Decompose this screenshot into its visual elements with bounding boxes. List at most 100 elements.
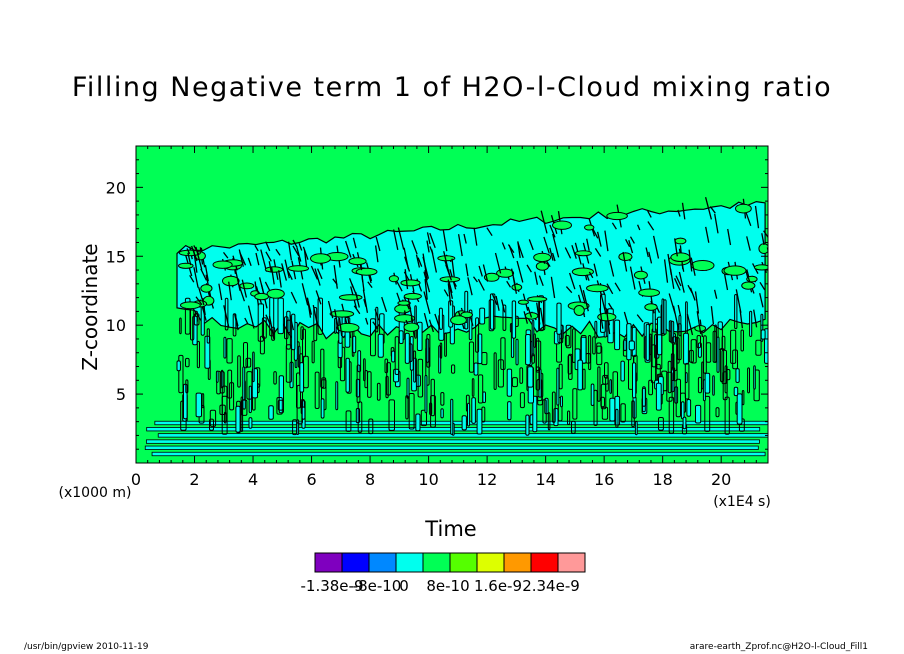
contour-line [429, 232, 436, 249]
contour-cell [515, 338, 519, 366]
contour-line [705, 226, 710, 243]
contour-cell [286, 310, 291, 334]
contour-line [338, 318, 343, 337]
contour-cell [620, 403, 626, 423]
contour-cell [408, 393, 415, 430]
legend-swatch [476, 552, 505, 573]
contour-blob [483, 272, 500, 282]
contour-blob [735, 203, 752, 214]
contour-cell [593, 389, 598, 427]
contour-cell [732, 349, 739, 370]
color-legend: -1.38e-9-8e-100 8e-10 1.6e-9 2.34e-9 [301, 552, 586, 595]
x-tick-label: 2 [189, 470, 199, 489]
contour-cell [345, 410, 352, 432]
contour-line [403, 247, 410, 270]
contour-line [696, 311, 702, 334]
contour-line [218, 283, 223, 301]
contour-cell [394, 336, 400, 376]
contour-line [332, 278, 338, 285]
contour-blob [535, 261, 550, 271]
contour-cell [716, 336, 720, 373]
contour-cell [604, 362, 609, 379]
contour-blob [511, 283, 523, 291]
x-tick-label: 14 [535, 470, 555, 489]
contour-cell [705, 342, 712, 363]
contour-cell [712, 375, 715, 396]
contour-line [761, 233, 765, 246]
x-tick-label: 6 [306, 470, 316, 489]
contour-cell [245, 357, 252, 368]
contour-line [604, 230, 609, 252]
contour-line [704, 197, 713, 220]
contour-line [593, 263, 598, 277]
contour-line [241, 279, 248, 298]
low-cloud-layer [157, 433, 768, 438]
contour-blob [552, 220, 572, 230]
contour-blob [460, 311, 474, 319]
contour-blob [670, 252, 691, 263]
contour-blob [574, 250, 592, 257]
contour-blob [180, 301, 201, 310]
contour-line [614, 282, 621, 292]
contour-cell [321, 377, 327, 389]
footer-source: arare-earth_Zprof.nc@H2O-l-Cloud_Fill1 [689, 642, 868, 652]
contour-cell [223, 336, 227, 359]
contour-cell [666, 371, 673, 402]
contour-line [467, 277, 473, 296]
contour-cell [614, 319, 621, 351]
contour-cell [370, 318, 376, 357]
contour-cell [215, 370, 219, 383]
contour-cell [464, 290, 469, 330]
contour-cell [688, 349, 694, 363]
contour-line [457, 234, 463, 257]
y-tick-label: 10 [106, 316, 126, 335]
legend-label: 2.34e-9 [522, 577, 580, 595]
contour-cell [420, 409, 427, 427]
contour-cell [278, 375, 285, 414]
contour-line [447, 283, 452, 306]
contour-cell [414, 305, 417, 339]
contour-line [608, 302, 614, 310]
contour-line [491, 293, 498, 306]
contour-line [689, 287, 696, 301]
contour-line [428, 319, 435, 333]
contour-line [306, 297, 312, 318]
contour-line [550, 276, 556, 299]
contour-line [645, 247, 649, 258]
contour-cell [740, 329, 744, 352]
contour-cell [684, 362, 690, 400]
contour-line [270, 267, 275, 285]
contour-blob [403, 292, 422, 300]
contour-line [314, 268, 321, 286]
contour-cell [535, 366, 541, 391]
contour-line [746, 236, 751, 251]
contour-line [234, 314, 239, 331]
contour-cell [334, 317, 337, 334]
legend-swatch [341, 552, 370, 573]
contour-cell [252, 351, 255, 383]
contour-blob [222, 275, 240, 287]
contour-cell [551, 391, 556, 423]
contour-cell [303, 355, 309, 389]
contour-line [198, 287, 205, 306]
contour-line [411, 240, 418, 255]
contour-line [647, 210, 652, 218]
legend-swatch [314, 552, 343, 573]
contour-line [287, 241, 293, 261]
contour-line [571, 244, 577, 259]
y-tick-label: 20 [106, 178, 126, 197]
contour-line [668, 293, 676, 314]
contour-cell [300, 326, 304, 341]
contour-line [611, 222, 617, 230]
contour-cell [704, 372, 711, 394]
contour-line [606, 283, 614, 295]
contour-cell [232, 313, 237, 337]
contour-line [268, 315, 275, 340]
contour-line [465, 263, 469, 277]
contour-cell [628, 340, 635, 351]
low-cloud-layer [144, 445, 759, 450]
contour-line [538, 275, 544, 287]
legend-swatch [368, 552, 397, 573]
contour-blob [644, 303, 658, 311]
contour-line [472, 276, 478, 283]
